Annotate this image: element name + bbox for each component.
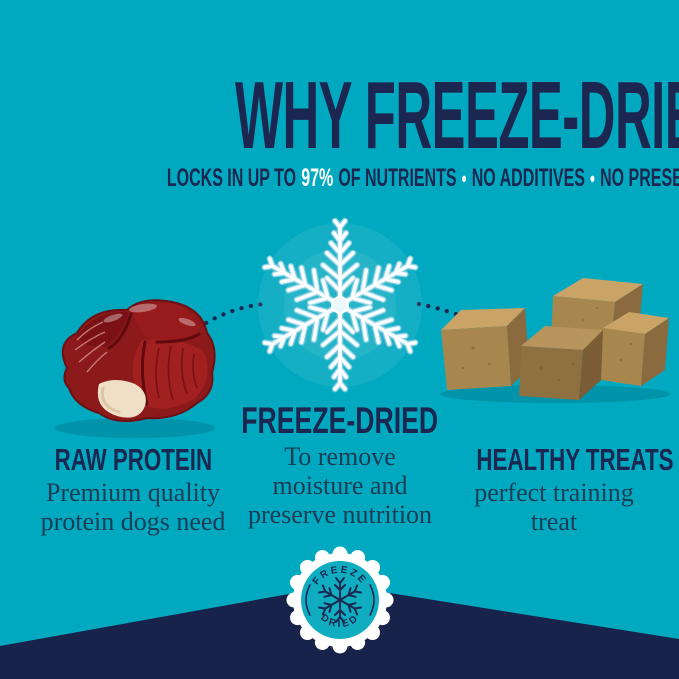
- text-line: protein dogs need: [40, 507, 226, 536]
- raw-protein-description: Premium quality protein dogs need: [10, 478, 256, 536]
- subheader: LOCKS IN UP TO 97% OF NUTRIENTS • NO ADD…: [0, 166, 679, 191]
- healthy-treats-heading: HEALTHY TREATS: [476, 442, 674, 477]
- subheader-segment: NO PRESERVATIVES: [600, 164, 679, 192]
- treat-cube: [519, 326, 603, 400]
- freeze-dried-description: To remove moisture and preserve nutritio…: [224, 442, 456, 529]
- treat-cube: [601, 312, 669, 386]
- treat-cubes-photo: [440, 278, 670, 403]
- page-title-text: WHY FREEZE-DRIED?: [234, 62, 679, 169]
- treat-cube: [441, 308, 529, 390]
- snowflake-photo: [252, 217, 428, 393]
- healthy-treats-description: perfect training treat: [432, 478, 676, 536]
- raw-meat-image: [55, 299, 216, 438]
- bullet-separator: •: [590, 166, 595, 191]
- bullet-separator: •: [461, 166, 467, 191]
- freeze-dried-heading: FREEZE-DRIED: [241, 400, 438, 441]
- freeze-dried-badge: FREEZE DRIED: [286, 546, 394, 654]
- subheader-segment: OF NUTRIENTS: [338, 164, 457, 192]
- text-line: preserve nutrition: [247, 500, 433, 529]
- badge-side-arcs: [305, 584, 375, 616]
- subheader-highlight: 97%: [301, 164, 334, 192]
- text-line: treat: [530, 507, 578, 536]
- raw-protein-heading: RAW PROTEIN: [54, 442, 212, 477]
- page-title: WHY FREEZE-DRIED?: [0, 68, 679, 164]
- subheader-segment: LOCKS IN UP TO: [166, 164, 297, 192]
- subheader-segment: NO ADDITIVES: [471, 164, 585, 192]
- text-line: perfect training: [474, 478, 634, 507]
- text-line: Premium quality: [45, 478, 221, 507]
- text-line: To remove: [284, 442, 396, 471]
- dotted-connector-right: [416, 301, 510, 338]
- text-line: moisture and: [272, 471, 408, 500]
